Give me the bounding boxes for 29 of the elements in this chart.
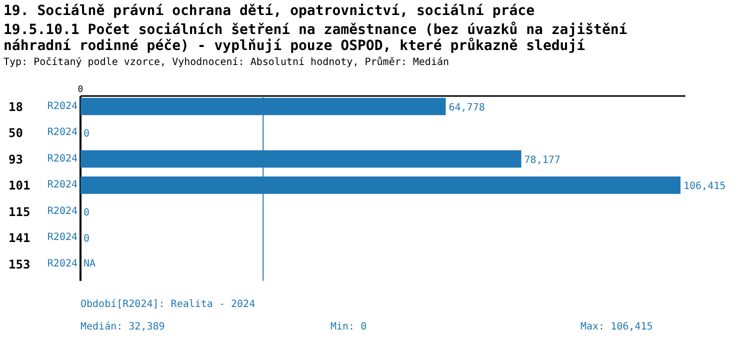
- text: R2024: [47, 180, 78, 191]
- data-label: 106,415: [684, 181, 726, 192]
- text: NA: [84, 258, 96, 270]
- text: Min: 0: [330, 321, 367, 332]
- y-tick-label: 93: [8, 152, 23, 166]
- y-tick-label: 115: [8, 204, 30, 219]
- y-tick-label: 18: [8, 100, 23, 114]
- data-label: 0: [84, 207, 90, 218]
- y-tick-label: 153: [8, 257, 30, 272]
- data-label: 0: [84, 234, 90, 245]
- y-tick-label: 141: [8, 231, 30, 246]
- text: R2024: [47, 206, 78, 217]
- y-tick-label: 50: [8, 126, 23, 140]
- text: R2024: [47, 232, 78, 244]
- text: R2024: [47, 258, 78, 270]
- text: 0: [78, 85, 84, 96]
- text: R2024: [47, 127, 78, 138]
- data-label: 0: [84, 128, 90, 140]
- text: Medián: 32,389: [80, 321, 165, 332]
- series-label: R2024: [47, 101, 78, 112]
- chart-subtitle: 19.5.10.1 Počet sociálních šetření na zaměstnance (bez úvazků na zajištění náhradní rodinné péče) - vyplňují pouze OSPOD, které průkazně sledují: [4, 21, 628, 54]
- data-label: 78,177: [524, 154, 560, 166]
- y-tick-label: 101: [8, 178, 30, 193]
- text: Max: 106,415: [580, 321, 653, 332]
- text: R2024: [47, 153, 78, 164]
- data-label: 64,778: [448, 102, 485, 114]
- chart-title: 19. Sociálně právní ochrana dětí, opatrovnictví, sociální práce: [4, 3, 535, 19]
- text: Období[R2024]: Realita - 2024: [80, 298, 256, 310]
- text: Typ: Počítaný podle vzorce, Vyhodnocení: Absolutní hodnoty, Průměr: Medián: [4, 56, 450, 68]
